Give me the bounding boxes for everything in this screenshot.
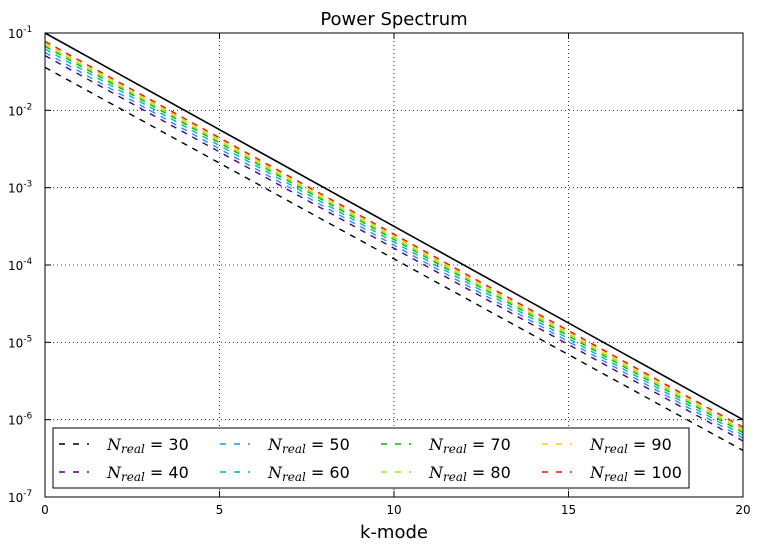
series-line — [44, 55, 744, 442]
legend-label: Nreal = 60 — [267, 463, 350, 484]
legend-label: Nreal = 90 — [589, 435, 672, 456]
series-line — [44, 42, 744, 430]
x-tick-label: 20 — [735, 503, 750, 517]
series-line — [44, 44, 744, 432]
y-tick-label: 10-2 — [8, 102, 32, 118]
series-line — [44, 48, 744, 436]
y-tick-label: 10-3 — [8, 180, 32, 196]
legend-label: Nreal = 30 — [106, 435, 189, 456]
legend-box — [52, 427, 690, 489]
legend-label: Nreal = 70 — [428, 435, 511, 456]
reference-line — [44, 32, 744, 421]
series-line — [44, 45, 744, 434]
grid-lines — [45, 33, 743, 497]
x-tick-label: 10 — [386, 503, 401, 517]
legend-label: Nreal = 50 — [267, 435, 350, 456]
series-line — [44, 40, 744, 428]
axis-ticks: 0 5 10 15 20 10-7 10-6 10-5 10-4 10-3 10-2 10-1 — [8, 25, 751, 517]
chart-title: Power Spectrum — [320, 9, 467, 30]
legend-label: Nreal = 100 — [589, 463, 682, 484]
series-layer — [44, 32, 744, 452]
y-tick-label: 10-5 — [8, 334, 32, 350]
y-tick-label: 10-7 — [8, 489, 32, 505]
x-tick-label: 0 — [41, 503, 49, 517]
legend-label: Nreal = 80 — [428, 463, 511, 484]
y-tick-label: 10-4 — [8, 257, 33, 273]
x-axis-label: k-mode — [360, 522, 428, 543]
x-tick-label: 15 — [561, 503, 576, 517]
legend: Nreal = 30 Nreal = 40 Nreal = 50 Nreal = 60… — [52, 427, 690, 489]
series-line — [44, 66, 744, 452]
legend-label: Nreal = 40 — [106, 463, 189, 484]
y-tick-label: 10-1 — [8, 25, 32, 41]
y-tick-label: 10-6 — [8, 412, 33, 428]
series-line — [44, 51, 744, 439]
x-tick-label: 5 — [216, 503, 224, 517]
